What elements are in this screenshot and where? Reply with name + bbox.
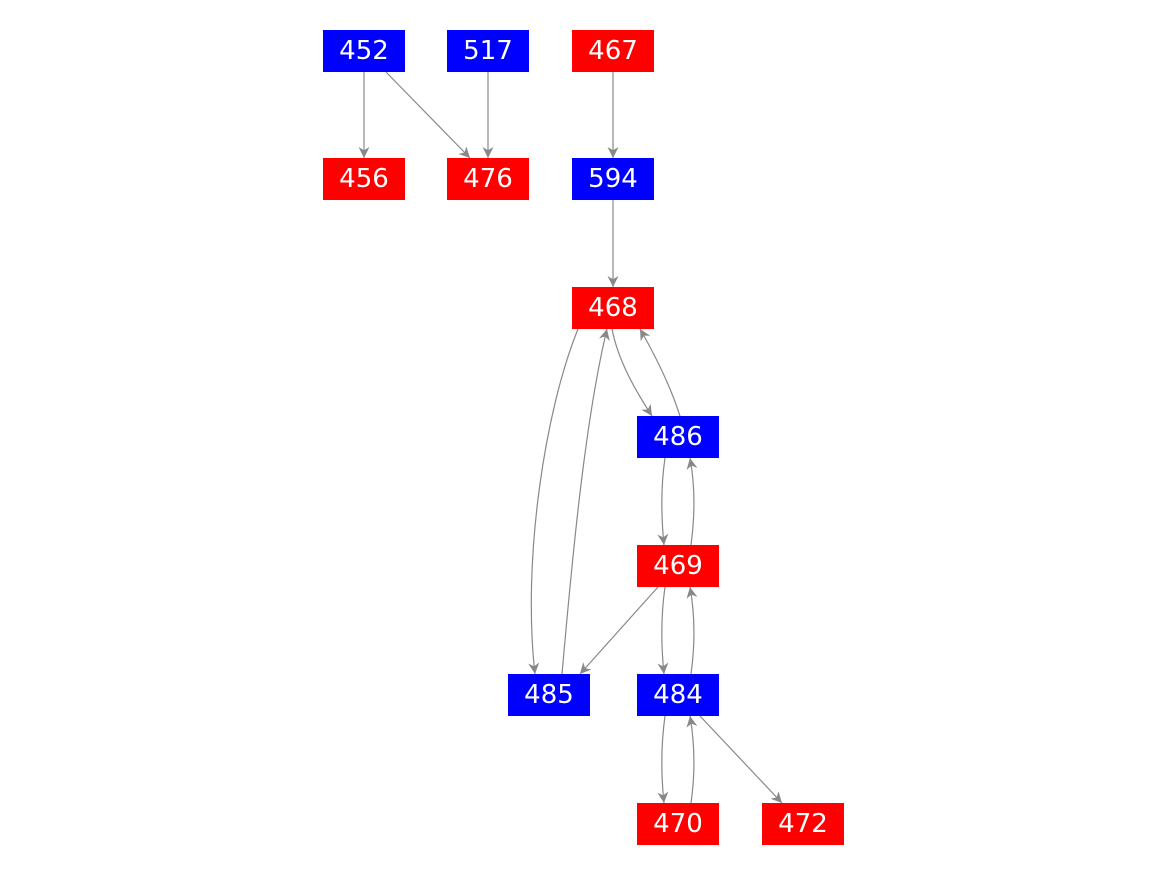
node-594: 594 [572,158,654,200]
node-476: 476 [447,158,529,200]
node-452: 452 [323,30,405,72]
node-467: 467 [572,30,654,72]
edge-452-to-476 [385,71,471,159]
node-484: 484 [637,674,719,716]
edge-469-to-486 [686,457,698,546]
edge-486-to-468 [639,328,681,417]
node-485: 485 [508,674,590,716]
edge-470-to-484 [686,715,698,804]
node-486: 486 [637,416,719,458]
edge-484-to-472 [699,715,783,804]
edge-469-to-485 [579,586,659,675]
edge-485-to-468 [561,328,610,675]
node-468: 468 [572,287,654,329]
node-470: 470 [637,803,719,845]
node-456: 456 [323,158,405,200]
node-517: 517 [447,30,529,72]
edge-486-to-469 [657,457,669,546]
node-472: 472 [762,803,844,845]
edge-484-to-469 [686,586,698,675]
edge-484-to-470 [657,715,669,804]
edge-469-to-484 [657,586,669,675]
edge-468-to-486 [611,328,653,417]
node-469: 469 [637,545,719,587]
edge-468-to-485 [528,328,579,675]
